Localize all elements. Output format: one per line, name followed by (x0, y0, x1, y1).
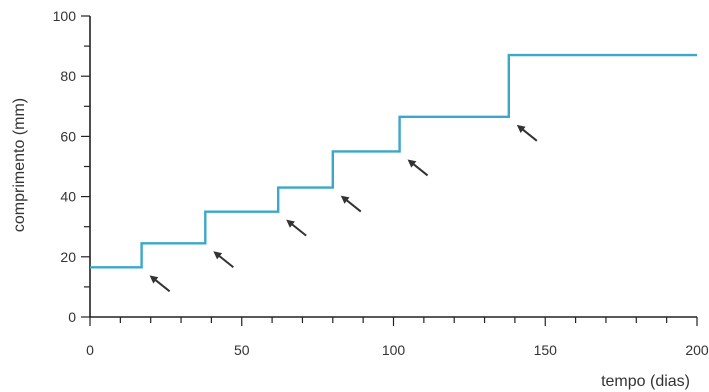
arrow-shaft (153, 278, 171, 293)
arrow-shaft (345, 198, 362, 213)
y-axis-title: comprimento (mm) (11, 98, 28, 232)
arrow-shaft (411, 162, 429, 177)
arrow-icon (516, 124, 526, 133)
arrow-icon (340, 195, 350, 204)
arrow-icon (286, 219, 295, 228)
arrow-icon (213, 251, 223, 260)
axes (89, 16, 697, 318)
x-tick-label: 150 (534, 342, 558, 358)
annotation-arrows (149, 124, 538, 293)
series-line-0 (90, 53, 697, 269)
y-tick-label: 60 (60, 128, 76, 144)
ticks (81, 15, 698, 326)
arrow-shaft (217, 254, 234, 269)
tick-labels: 0 50 100 150 200 0 20 40 60 80 100 (53, 8, 709, 358)
y-tick-label: 100 (53, 8, 77, 24)
y-tick-label: 20 (60, 249, 76, 265)
arrow-icon (149, 275, 159, 284)
y-tick-label: 0 (68, 309, 76, 325)
series-group (90, 53, 697, 269)
x-tick-label: 50 (234, 342, 250, 358)
arrow-shaft (521, 128, 538, 142)
x-tick-label: 100 (382, 342, 406, 358)
arrow-icon (407, 159, 417, 168)
arrow-shaft (290, 222, 307, 237)
x-axis-title: tempo (dias) (601, 373, 690, 390)
x-tick-label: 200 (685, 342, 709, 358)
y-tick-label: 40 (60, 189, 76, 205)
y-tick-label: 80 (60, 68, 76, 84)
x-tick-label: 0 (86, 342, 94, 358)
